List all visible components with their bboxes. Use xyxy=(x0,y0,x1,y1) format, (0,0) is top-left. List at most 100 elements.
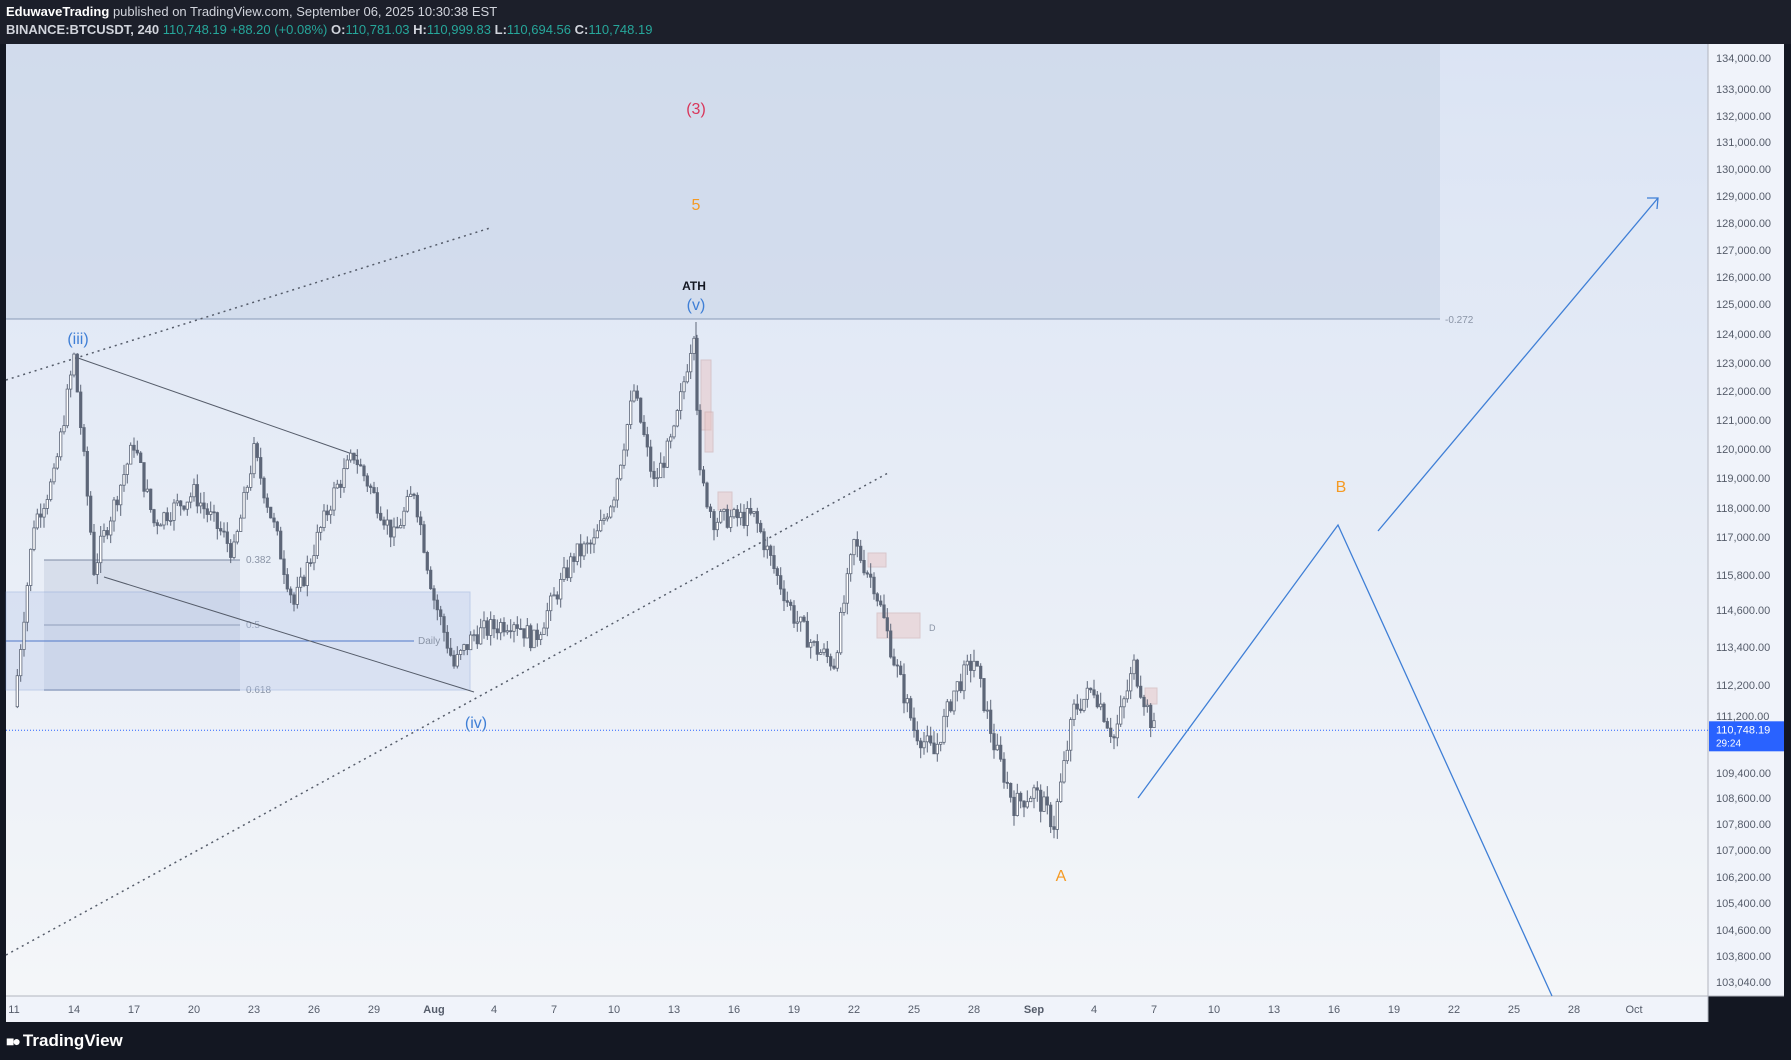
candle-body xyxy=(552,594,556,597)
symbol-label[interactable]: BINANCE:BTCUSDT, 240 xyxy=(6,22,160,37)
candle-body xyxy=(882,604,886,619)
time-tick-label: 19 xyxy=(788,1004,800,1016)
candle-body xyxy=(155,522,159,526)
price-tick-label: 109,400.00 xyxy=(1716,768,1771,780)
price-tick-label: 124,000.00 xyxy=(1716,329,1771,341)
candle-body xyxy=(255,443,259,458)
time-tick-label: 28 xyxy=(1568,1004,1580,1016)
candle-body xyxy=(675,410,679,427)
high-label: H: xyxy=(413,22,427,37)
candle-body xyxy=(89,495,93,533)
candle-body xyxy=(249,473,253,488)
candle-body xyxy=(339,483,343,488)
candle-body xyxy=(952,690,956,712)
price-change: +88.20 (+0.08%) xyxy=(230,22,328,37)
candle-body xyxy=(755,511,759,524)
price-tick-label: 129,000.00 xyxy=(1716,191,1771,203)
wedge-upper-line[interactable] xyxy=(77,357,359,457)
candle-body xyxy=(1042,796,1046,812)
candle-body xyxy=(219,528,223,532)
candle-body xyxy=(419,516,423,526)
candle-body xyxy=(785,600,789,603)
candle-body xyxy=(895,664,899,667)
order-block-2[interactable] xyxy=(704,411,714,453)
price-tick-label: 112,200.00 xyxy=(1716,680,1770,692)
time-axis-panel[interactable] xyxy=(6,996,1708,1022)
candle-body xyxy=(289,588,293,596)
candle-body xyxy=(1045,796,1049,806)
candle-body xyxy=(575,543,579,562)
candle-body xyxy=(912,717,916,731)
candle-body xyxy=(129,444,133,465)
candle-body xyxy=(239,517,243,532)
candle-body xyxy=(402,510,406,526)
projection-path[interactable] xyxy=(1137,523,1553,997)
candle-body xyxy=(99,535,103,564)
candle-body xyxy=(319,527,323,533)
candle-body xyxy=(285,574,289,590)
candle-body xyxy=(92,531,96,575)
time-tick-label: 22 xyxy=(848,1004,860,1016)
candle-body xyxy=(39,513,43,518)
target-zone[interactable] xyxy=(6,44,1440,319)
last-price-tag xyxy=(1709,721,1784,752)
candle-body xyxy=(698,409,702,471)
candle-body xyxy=(499,622,503,634)
candle-body xyxy=(869,573,873,578)
candle-body xyxy=(322,510,326,529)
price-axis-panel[interactable] xyxy=(1708,44,1784,996)
order-block-4[interactable] xyxy=(867,552,887,568)
candle-body xyxy=(975,660,979,667)
upper-channel-line[interactable] xyxy=(5,227,491,381)
candle-body xyxy=(635,390,639,399)
wave-3-label: (3) xyxy=(686,101,706,118)
candle-body xyxy=(989,709,993,734)
candle-body xyxy=(185,501,189,510)
candle-body xyxy=(852,539,856,556)
candle-body xyxy=(705,482,709,508)
time-tick-label: 25 xyxy=(1508,1004,1520,1016)
fvg-box[interactable] xyxy=(876,612,921,639)
candle-body xyxy=(112,499,116,522)
bar-countdown: 29:24 xyxy=(1716,738,1741,749)
candle-body xyxy=(745,507,749,526)
candle-body xyxy=(159,524,163,527)
time-tick-label: 29 xyxy=(368,1004,380,1016)
candle-body xyxy=(85,450,89,497)
author-name[interactable]: EduwaveTrading xyxy=(6,4,110,19)
candle-body xyxy=(735,509,739,519)
candle-body xyxy=(1132,659,1136,675)
projection-arrow-line[interactable] xyxy=(1377,197,1659,532)
candle-body xyxy=(659,462,663,479)
time-tick-label: 4 xyxy=(1091,1004,1097,1016)
candle-body xyxy=(1062,760,1066,783)
candle-body xyxy=(712,511,716,531)
candle-body xyxy=(462,644,466,651)
candle-body xyxy=(135,449,139,454)
candle-body xyxy=(225,531,229,544)
wedge-lower-line[interactable] xyxy=(103,576,475,693)
candle-body xyxy=(582,543,586,557)
candle-body xyxy=(59,431,63,458)
candle-body xyxy=(1122,698,1126,708)
candle-body xyxy=(915,729,919,742)
candle-body xyxy=(719,511,723,523)
price-tick-label: 125,000.00 xyxy=(1716,299,1771,311)
candle-body xyxy=(1019,792,1023,802)
candle-body xyxy=(649,446,653,472)
candle-body xyxy=(439,609,443,617)
candle-body xyxy=(315,531,319,556)
candle-body xyxy=(1115,723,1119,739)
price-tick-label: 105,400.00 xyxy=(1716,898,1771,910)
candle-body xyxy=(629,400,633,426)
candle-body xyxy=(169,520,173,522)
candle-body xyxy=(979,665,983,679)
tradingview-logo[interactable]: ■● TradingView xyxy=(6,1031,123,1051)
candle-body xyxy=(459,650,463,655)
time-tick-label: 11 xyxy=(8,1004,19,1016)
candle-body xyxy=(902,674,906,704)
candle-body xyxy=(949,701,953,712)
candle-body xyxy=(1059,781,1063,803)
order-block-3[interactable] xyxy=(717,491,733,511)
